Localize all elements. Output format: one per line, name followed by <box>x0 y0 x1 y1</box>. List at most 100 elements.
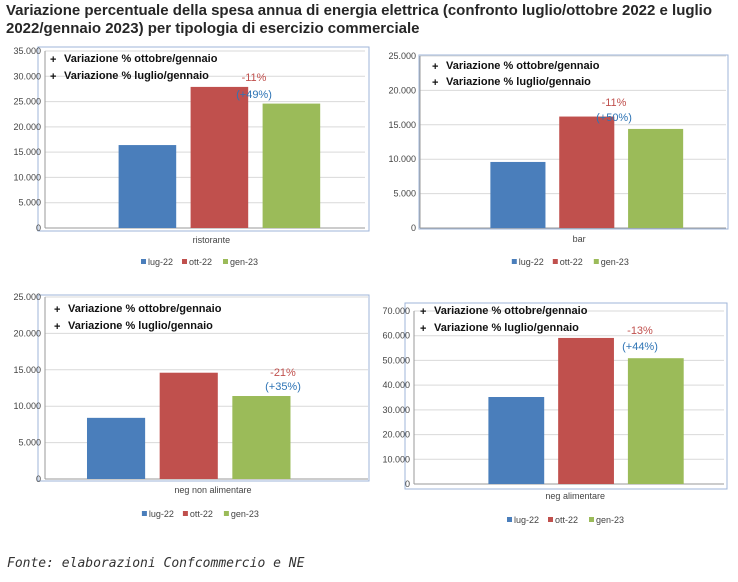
y-tick-label: 30.000 <box>13 71 41 81</box>
plus-icon: + <box>54 304 60 316</box>
plus-icon: + <box>420 323 426 335</box>
annotation-oct-jan: -13% <box>627 325 653 337</box>
legend-swatch <box>141 511 147 516</box>
y-tick-label: 10.000 <box>388 154 416 164</box>
bar-gen-23 <box>232 396 291 479</box>
plus-icon: + <box>432 77 438 89</box>
plus-icon: + <box>50 71 56 83</box>
x-category-label: neg alimentare <box>545 491 605 501</box>
y-tick-label: 70.000 <box>382 306 410 316</box>
legend-top: + Variazione % ottobre/gennaio + Variazione… <box>50 53 218 83</box>
x-category-label: neg non alimentare <box>174 485 251 495</box>
chart-bar: 0 5.000 10.000 15.000 20.000 25.000 bar -11% (+5… <box>388 51 729 267</box>
chart-neg-non-alimentare: 0 5.000 10.000 15.000 20.000 25.000 neg non al… <box>13 292 370 519</box>
legend-bottom: lug-22 ott-22 gen-23 <box>141 257 258 267</box>
y-tick-label: 10.000 <box>13 401 41 411</box>
legend-bottom: lug-22 ott-22 gen-23 <box>507 515 624 525</box>
y-tick-label: 0 <box>36 223 41 233</box>
y-tick-label: 5.000 <box>393 189 416 199</box>
legend-label: Variazione % ottobre/gennaio <box>434 305 588 317</box>
legend-swatch <box>552 259 558 264</box>
legend-swatch <box>223 259 228 264</box>
annotation-jul-jan: (+44%) <box>622 341 658 353</box>
y-tick-label: 5.000 <box>18 438 41 448</box>
legend-swatch <box>511 259 517 264</box>
y-tick-label: 15.000 <box>13 147 41 157</box>
legend-entry: ott-22 <box>189 257 212 267</box>
legend-label: Variazione % ottobre/gennaio <box>64 53 218 65</box>
bar-gen-23 <box>627 358 684 484</box>
annotation-oct-jan: -11% <box>602 97 627 109</box>
y-tick-label: 25.000 <box>13 97 41 107</box>
legend-label: Variazione % luglio/gennaio <box>64 70 209 82</box>
annotation-jul-jan: (+49%) <box>236 89 272 101</box>
legend-swatch <box>182 511 188 516</box>
plus-icon: + <box>54 321 60 333</box>
y-tick-label: 20.000 <box>13 122 41 132</box>
legend-bottom: lug-22 ott-22 gen-23 <box>511 257 629 267</box>
bar-lug-22 <box>488 397 545 484</box>
bar-lug-22 <box>86 417 146 479</box>
y-tick-label: 60.000 <box>382 331 410 341</box>
bar-ott-22 <box>558 337 614 484</box>
legend-swatch <box>593 259 599 264</box>
plus-icon: + <box>50 54 56 66</box>
legend-entry: lug-22 <box>519 257 544 267</box>
legend-swatch <box>589 517 594 522</box>
y-tick-label: 25.000 <box>388 51 416 61</box>
legend-entry: lug-22 <box>514 515 539 525</box>
legend-label: Variazione % luglio/gennaio <box>68 320 213 332</box>
bar-lug-22 <box>118 145 177 228</box>
y-tick-label: 30.000 <box>382 405 410 415</box>
chart-ristorante: 0 5.000 10.000 15.000 20.000 25.000 30.000 35.0… <box>13 46 370 267</box>
legend-entry: gen-23 <box>601 257 629 267</box>
bar-ott-22 <box>159 372 218 479</box>
annotation-oct-jan: -21% <box>270 367 296 379</box>
annotation-jul-jan: (+35%) <box>265 381 301 393</box>
legend-label: Variazione % ottobre/gennaio <box>446 60 600 72</box>
y-tick-label: 40.000 <box>382 380 410 390</box>
chart-neg-alimentare: 0 10.000 20.000 30.000 40.000 50.000 60.000 70.… <box>382 302 728 525</box>
annotation-oct-jan: -11% <box>242 72 267 84</box>
legend-swatch <box>548 517 553 522</box>
y-tick-label: 20.000 <box>382 430 410 440</box>
legend-swatch <box>182 259 187 264</box>
x-category-label: ristorante <box>193 235 231 245</box>
legend-entry: ott-22 <box>555 515 578 525</box>
y-tick-label: 0 <box>405 479 410 489</box>
legend-label: Variazione % luglio/gennaio <box>434 322 579 334</box>
annotation-jul-jan: (+50%) <box>596 112 632 124</box>
y-tick-label: 10.000 <box>13 172 41 182</box>
bar-ott-22 <box>559 116 615 228</box>
source-note: Fonte: elaborazioni Confcommercio e NE <box>7 556 305 571</box>
bar-lug-22 <box>490 161 546 228</box>
y-tick-label: 0 <box>411 223 416 233</box>
legend-label: Variazione % luglio/gennaio <box>446 76 591 88</box>
legend-swatch <box>507 517 512 522</box>
y-tick-label: 20.000 <box>388 85 416 95</box>
y-tick-label: 10.000 <box>382 454 410 464</box>
legend-entry: lug-22 <box>148 257 173 267</box>
legend-entry: lug-22 <box>149 509 174 519</box>
legend-entry: ott-22 <box>560 257 583 267</box>
legend-label: Variazione % ottobre/gennaio <box>68 303 222 315</box>
y-tick-label: 5.000 <box>18 198 41 208</box>
bar-gen-23 <box>628 128 684 228</box>
plus-icon: + <box>432 61 438 73</box>
legend-entry: gen-23 <box>230 257 258 267</box>
legend-entry: ott-22 <box>190 509 213 519</box>
page-title: Variazione percentuale della spesa annua… <box>6 2 713 37</box>
plus-icon: + <box>420 306 426 318</box>
legend-top: + Variazione % ottobre/gennaio + Variazione… <box>432 60 600 89</box>
bar-gen-23 <box>262 103 321 228</box>
y-tick-label: 35.000 <box>13 46 41 56</box>
legend-swatch <box>141 259 146 264</box>
y-tick-label: 25.000 <box>13 292 41 302</box>
y-tick-label: 15.000 <box>388 120 416 130</box>
legend-top: + Variazione % ottobre/gennaio + Variazione… <box>54 303 222 333</box>
y-tick-label: 0 <box>36 474 41 484</box>
y-tick-label: 50.000 <box>382 355 410 365</box>
legend-swatch <box>223 511 229 516</box>
x-category-label: bar <box>573 234 586 244</box>
legend-entry: gen-23 <box>231 509 259 519</box>
